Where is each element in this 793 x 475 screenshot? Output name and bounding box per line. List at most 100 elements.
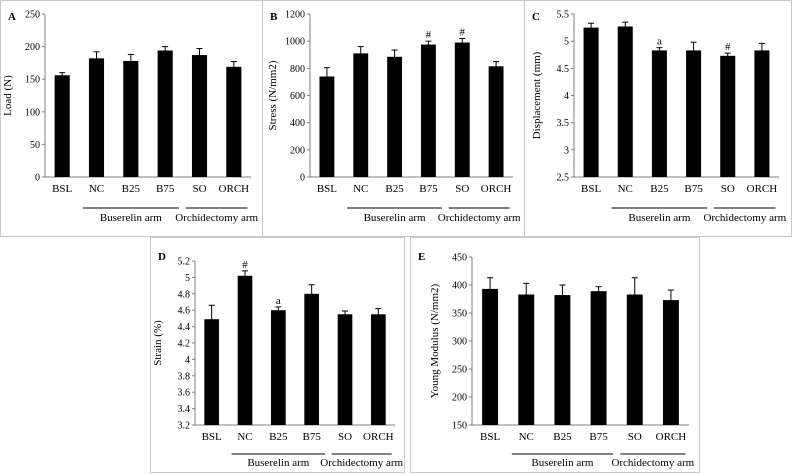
x-tick-label: NC — [519, 431, 534, 443]
bar — [754, 50, 770, 177]
group-label: Buserelin arm — [531, 457, 593, 469]
y-tick-label: 600 — [290, 91, 305, 102]
x-tick-label: B75 — [684, 183, 703, 195]
group-label: Orchidectomy arm — [320, 457, 403, 469]
bar — [590, 291, 607, 425]
bar — [271, 310, 286, 425]
y-tick-label: 450 — [452, 253, 467, 264]
bar — [482, 288, 499, 425]
bar — [617, 26, 633, 177]
bar — [626, 294, 643, 425]
panel-a-chart: A 0 50 100 150 200 250 Load (N) BSL NC B25 B75 SO ORC… — [0, 0, 263, 237]
y-tick-label: 3.4 — [178, 404, 191, 415]
y-tick-label: 3.2 — [178, 421, 191, 432]
y-axis-label: Young Modulus (N/mm2) — [429, 283, 441, 398]
y-tick-label: 3.8 — [178, 371, 191, 382]
x-tick-label: NC — [89, 183, 104, 195]
y-tick-label: 100 — [25, 107, 40, 118]
y-tick-label: 250 — [25, 10, 40, 21]
bar — [720, 55, 736, 177]
group-label: Orchidectomy arm — [175, 212, 258, 224]
panel-e: E 150 200 250 300 350 400 450 Young Modulus (N/m… — [410, 237, 700, 473]
y-tick-label: 50 — [30, 140, 40, 151]
y-tick-label: 400 — [290, 118, 305, 129]
panel-b-chart: B 0 200 400 600 800 1000 1200 Stress (N/mm2) BSL N… — [262, 0, 525, 237]
bar — [583, 27, 599, 178]
y-tick-label: 150 — [452, 421, 467, 432]
panel-c-chart: C 2.5 3 3.5 4 4.5 5 5.5 Displacement (mm) BSL NC a B… — [524, 0, 792, 237]
y-tick-label: 3.6 — [178, 388, 191, 399]
x-tick-label: ORCH — [481, 183, 512, 195]
bar — [204, 319, 219, 425]
y-tick-label: 5.2 — [178, 257, 191, 268]
x-tick-label: NC — [618, 183, 633, 195]
y-tick-label: 400 — [452, 281, 467, 292]
bar — [554, 295, 571, 425]
y-axis-label: Strain (%) — [152, 320, 164, 366]
y-tick-label: 2.5 — [557, 173, 570, 184]
x-tick-label: B75 — [302, 431, 321, 443]
y-tick-label: 4 — [185, 355, 190, 366]
bar — [226, 66, 242, 177]
significance-mark: # — [242, 259, 248, 271]
bar — [662, 300, 679, 425]
bar — [353, 53, 369, 178]
x-tick-label: B75 — [589, 431, 608, 443]
bar — [88, 58, 105, 177]
y-tick-label: 4.2 — [178, 339, 191, 350]
y-tick-label: 5 — [564, 37, 569, 48]
y-tick-label: 3 — [564, 145, 569, 156]
x-tick-label: BSL — [202, 431, 222, 443]
y-tick-label: 250 — [452, 365, 467, 376]
x-tick-label: B25 — [269, 431, 288, 443]
bar — [371, 314, 386, 425]
significance-mark: a — [657, 36, 662, 48]
bar — [337, 314, 353, 425]
significance-mark: # — [725, 41, 731, 53]
x-tick-label: B75 — [156, 183, 175, 195]
panel-label: E — [418, 251, 425, 263]
x-tick-label: NC — [237, 431, 252, 443]
bar — [454, 42, 470, 178]
y-axis-label: Stress (N/mm2) — [267, 60, 279, 130]
y-axis-label: Load (N) — [2, 75, 14, 116]
panel-label: C — [532, 11, 540, 23]
significance-mark: # — [460, 26, 466, 38]
bar — [54, 75, 70, 177]
y-tick-label: 4.8 — [178, 289, 191, 300]
panel-frame — [410, 237, 700, 473]
x-tick-label: ORCH — [363, 431, 394, 443]
panel-label: A — [8, 11, 16, 23]
x-tick-label: BSL — [52, 183, 72, 195]
group-label: Orchidectomy arm — [703, 212, 786, 224]
y-tick-label: 4.6 — [178, 306, 191, 317]
x-tick-label: SO — [721, 183, 735, 195]
x-tick-label: ORCH — [219, 183, 250, 195]
panel-frame — [524, 0, 792, 237]
panel-frame — [150, 237, 405, 473]
y-axis-label: Displacement (mm) — [531, 51, 543, 139]
y-tick-label: 1200 — [285, 10, 305, 21]
bar — [686, 50, 702, 177]
bar — [387, 56, 403, 177]
bar — [420, 44, 436, 177]
panel-c: C 2.5 3 3.5 4 4.5 5 5.5 Displacement (mm) BSL NC a B… — [524, 0, 792, 237]
y-tick-label: 5 — [185, 273, 190, 284]
group-label: Orchidectomy arm — [438, 212, 521, 224]
bar — [518, 294, 535, 425]
group-label: Buserelin arm — [100, 212, 162, 224]
panel-a: A 0 50 100 150 200 250 Load (N) BSL NC B25 B75 SO ORC… — [0, 0, 263, 237]
x-tick-label: BSL — [581, 183, 601, 195]
bar — [157, 50, 173, 177]
y-tick-label: 4 — [564, 91, 569, 102]
panel-label: D — [158, 251, 166, 263]
y-tick-label: 4.4 — [178, 322, 191, 333]
y-tick-label: 200 — [25, 42, 40, 53]
significance-mark: a — [276, 295, 281, 307]
x-tick-label: NC — [353, 183, 368, 195]
x-tick-label: BSL — [317, 183, 337, 195]
y-tick-label: 200 — [452, 393, 467, 404]
x-tick-label: B75 — [419, 183, 438, 195]
significance-mark: # — [426, 29, 432, 41]
panel-b: B 0 200 400 600 800 1000 1200 Stress (N/mm2) BSL N… — [262, 0, 525, 237]
